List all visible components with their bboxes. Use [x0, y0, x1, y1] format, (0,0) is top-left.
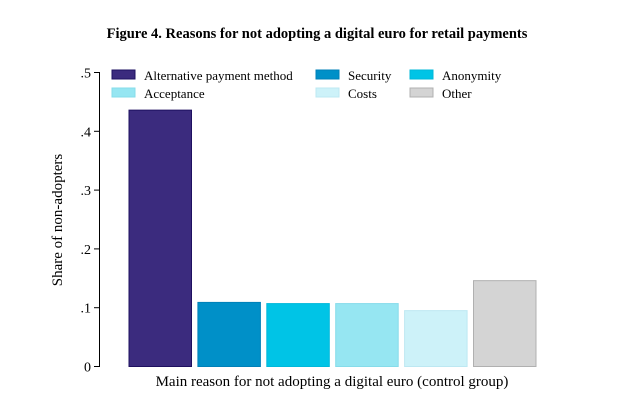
legend-label: Anonymity — [442, 68, 502, 83]
legend-label: Other — [442, 86, 472, 101]
legend-label: Alternative payment method — [144, 68, 293, 83]
bar-costs — [404, 310, 468, 368]
legend-label: Acceptance — [144, 86, 205, 101]
bar-alternative-payment-method — [128, 109, 192, 368]
bar-security — [197, 301, 261, 367]
legend-swatch — [111, 69, 136, 80]
chart-title: Figure 4. Reasons for not adopting a dig… — [107, 26, 528, 42]
y-tick-label: .5 — [81, 67, 92, 82]
y-tick-label: .2 — [81, 243, 92, 258]
bar-anonymity — [266, 303, 330, 368]
bar-other — [473, 280, 537, 368]
y-tick-label: .4 — [81, 125, 92, 140]
legend-label: Security — [348, 68, 392, 83]
x-axis-label: Main reason for not adopting a digital e… — [156, 374, 509, 390]
y-axis-label: Share of non-adopters — [50, 154, 66, 287]
legend-swatch — [315, 69, 340, 80]
bar-acceptance — [335, 303, 399, 368]
y-tick-label: .3 — [81, 184, 92, 199]
legend-swatch — [409, 69, 434, 80]
y-tick-label: .1 — [81, 302, 92, 317]
legend-swatch — [315, 87, 340, 98]
legend-label: Costs — [348, 86, 377, 101]
y-tick-label: 0 — [84, 361, 91, 376]
legend-swatch — [111, 87, 136, 98]
legend-swatch — [409, 87, 434, 98]
